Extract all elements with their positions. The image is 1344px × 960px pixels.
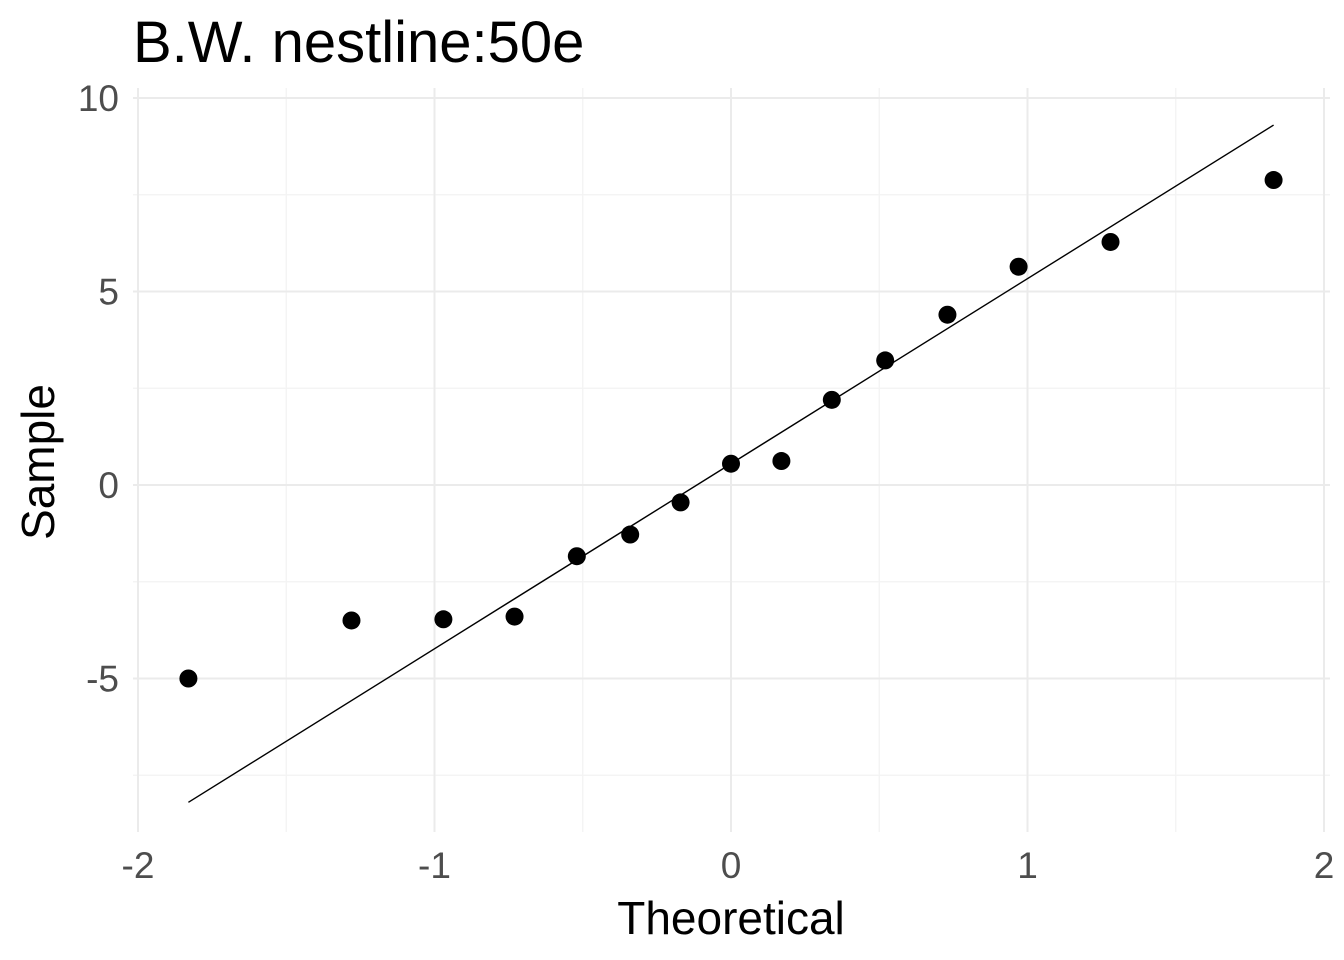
data-point bbox=[1101, 232, 1120, 251]
y-tick-label: 10 bbox=[78, 78, 119, 119]
data-point bbox=[505, 607, 524, 626]
y-tick-label: 0 bbox=[98, 465, 119, 506]
y-axis-title: Sample bbox=[12, 384, 64, 540]
x-axis-title: Theoretical bbox=[617, 892, 845, 944]
y-tick-label: -5 bbox=[86, 659, 119, 700]
x-axis-ticks: -2 -1 0 1 2 bbox=[122, 845, 1335, 886]
data-points bbox=[179, 171, 1283, 688]
data-point bbox=[1264, 171, 1283, 190]
data-point bbox=[342, 611, 361, 630]
x-tick-label: 0 bbox=[721, 845, 742, 886]
data-point bbox=[822, 390, 841, 409]
data-point bbox=[671, 493, 690, 512]
data-point bbox=[876, 351, 895, 370]
data-point bbox=[567, 547, 586, 566]
y-tick-label: 5 bbox=[98, 272, 119, 313]
data-point bbox=[772, 452, 791, 471]
data-point bbox=[621, 525, 640, 544]
x-tick-label: 1 bbox=[1017, 845, 1038, 886]
y-axis-ticks: -5 0 5 10 bbox=[78, 78, 119, 700]
chart-title: B.W. nestline:50e bbox=[133, 10, 584, 75]
data-point bbox=[938, 305, 957, 324]
x-tick-label: 2 bbox=[1314, 845, 1335, 886]
data-point bbox=[434, 610, 453, 629]
grid bbox=[133, 88, 1330, 832]
x-tick-label: -2 bbox=[122, 845, 155, 886]
data-point bbox=[179, 669, 198, 688]
data-point bbox=[1009, 257, 1028, 276]
x-tick-label: -1 bbox=[418, 845, 451, 886]
data-point bbox=[722, 454, 740, 473]
